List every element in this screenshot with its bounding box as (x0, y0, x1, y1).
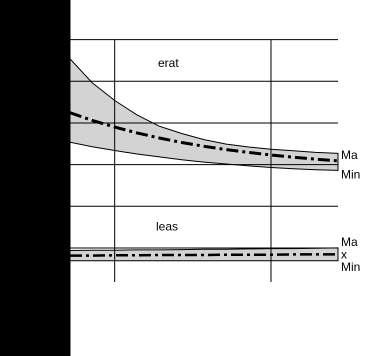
region-label-2: leas (156, 219, 178, 233)
plot-area (70, 0, 370, 356)
region-label-bg-1 (156, 55, 186, 70)
end-label-2-3: Min (341, 260, 360, 274)
region-label-1: erat (158, 56, 179, 70)
end-label-1-1: Ma (341, 148, 358, 162)
end-label-2-2: x (341, 247, 347, 261)
end-label-2-1: Ma (341, 235, 358, 249)
end-label-bg-2-1 (339, 234, 370, 248)
end-label-bg-1-2 (339, 167, 370, 181)
region-label-bg-2 (154, 219, 184, 234)
end-label-bg-2-2 (339, 247, 370, 261)
center-curve-2 (70, 253, 338, 257)
end-label-bg-2-3 (339, 259, 370, 273)
band-1 (69, 57, 339, 171)
center-curve-1 (69, 111, 339, 163)
end-label-bg-1-1 (339, 147, 370, 161)
end-label-1-2: Min (341, 167, 360, 181)
